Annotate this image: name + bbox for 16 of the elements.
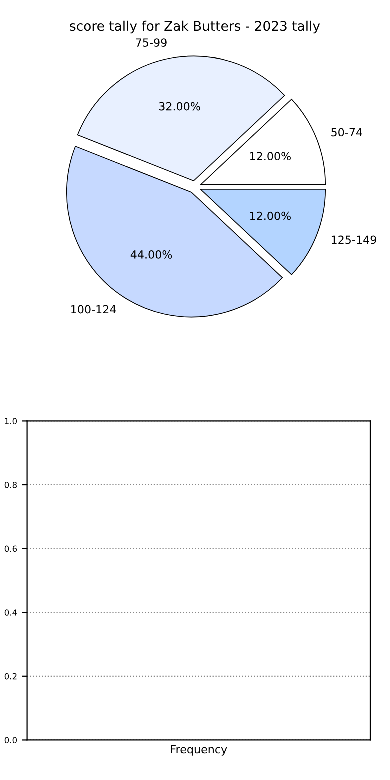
data-label: 32.00%: [159, 102, 200, 111]
x-tick-label: Frequency: [171, 745, 228, 756]
slice-label: 125-149: [332, 236, 376, 244]
chart-title: score tally for Zak Butters - 2023 tally: [70, 20, 320, 34]
y-tick-label: 0.8: [4, 482, 18, 488]
data-label: 12.00%: [250, 152, 291, 161]
data-label: 12.00%: [250, 212, 291, 220]
slice-label: 50-74: [332, 128, 362, 137]
y-tick-label: 0.0: [4, 737, 18, 744]
y-tick-label: 0.6: [4, 546, 18, 552]
slice-label: 75-99: [136, 38, 167, 47]
y-tick-label: 0.2: [4, 673, 17, 680]
y-tick-label: 1.0: [5, 418, 18, 424]
slice-label: 100-124: [72, 305, 116, 314]
data-label: 44.00%: [130, 250, 172, 259]
y-tick-label: 0.4: [4, 610, 18, 616]
